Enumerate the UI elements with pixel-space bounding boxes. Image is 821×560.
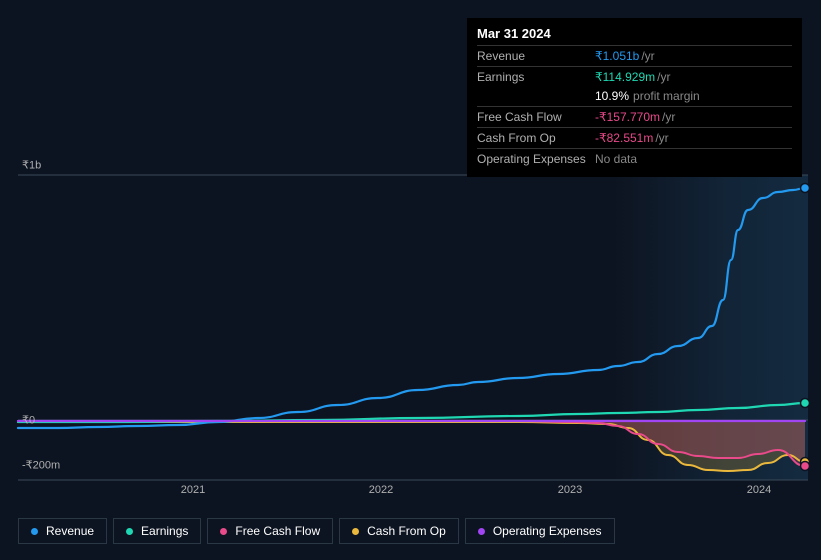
- tooltip-date: Mar 31 2024: [477, 26, 792, 45]
- tooltip-row-value: No data: [595, 152, 637, 166]
- legend-dot-icon: [478, 528, 485, 535]
- y-axis-label: -₹200m: [22, 459, 60, 472]
- chart-marker: [801, 462, 810, 471]
- legend-dot-icon: [126, 528, 133, 535]
- y-axis-label: ₹1b: [22, 159, 41, 172]
- tooltip-row-unit: /yr: [662, 110, 675, 124]
- legend-dot-icon: [31, 528, 38, 535]
- tooltip-row: Free Cash Flow-₹157.770m/yr: [477, 106, 792, 127]
- legend-label: Cash From Op: [367, 524, 446, 538]
- chart-legend: Revenue Earnings Free Cash Flow Cash From O…: [18, 518, 615, 544]
- financials-chart[interactable]: ₹1b ₹0 -₹200m: [18, 160, 808, 480]
- legend-label: Revenue: [46, 524, 94, 538]
- x-axis: 2021 2022 2023 2024: [18, 484, 808, 500]
- legend-item[interactable]: Free Cash Flow: [207, 518, 333, 544]
- tooltip-row: Cash From Op-₹82.551m/yr: [477, 127, 792, 148]
- legend-label: Free Cash Flow: [235, 524, 320, 538]
- legend-item[interactable]: Earnings: [113, 518, 201, 544]
- tooltip-row: Operating ExpensesNo data: [477, 148, 792, 169]
- tooltip-row-value: -₹82.551m: [595, 131, 653, 145]
- tooltip-row-unit: /yr: [655, 131, 668, 145]
- tooltip-row-label: Free Cash Flow: [477, 110, 595, 124]
- chart-tooltip: Mar 31 2024 Revenue₹1.051b/yrEarnings₹11…: [467, 18, 802, 177]
- tooltip-row-label: Revenue: [477, 49, 595, 63]
- tooltip-row-value: -₹157.770m: [595, 110, 660, 124]
- tooltip-row: Revenue₹1.051b/yr: [477, 45, 792, 66]
- tooltip-row-label: Earnings: [477, 70, 595, 84]
- tooltip-row-unit: /yr: [641, 49, 654, 63]
- legend-label: Earnings: [141, 524, 188, 538]
- legend-item[interactable]: Operating Expenses: [465, 518, 615, 544]
- x-axis-label: 2021: [181, 484, 205, 496]
- tooltip-subrow: 10.9%profit margin: [477, 87, 792, 106]
- x-axis-label: 2022: [369, 484, 393, 496]
- tooltip-row-value: ₹114.929m: [595, 70, 655, 84]
- x-axis-label: 2023: [558, 484, 582, 496]
- legend-dot-icon: [352, 528, 359, 535]
- legend-label: Operating Expenses: [493, 524, 602, 538]
- legend-dot-icon: [220, 528, 227, 535]
- tooltip-row-unit: /yr: [657, 70, 670, 84]
- x-axis-label: 2024: [747, 484, 771, 496]
- legend-item[interactable]: Revenue: [18, 518, 107, 544]
- y-axis-label: ₹0: [22, 414, 35, 427]
- tooltip-row: Earnings₹114.929m/yr: [477, 66, 792, 87]
- chart-marker: [801, 399, 810, 408]
- tooltip-row-value: ₹1.051b: [595, 49, 639, 63]
- chart-marker: [801, 184, 810, 193]
- chart-plot: [18, 160, 808, 480]
- legend-item[interactable]: Cash From Op: [339, 518, 459, 544]
- tooltip-row-label: Cash From Op: [477, 131, 595, 145]
- tooltip-row-label: Operating Expenses: [477, 152, 595, 166]
